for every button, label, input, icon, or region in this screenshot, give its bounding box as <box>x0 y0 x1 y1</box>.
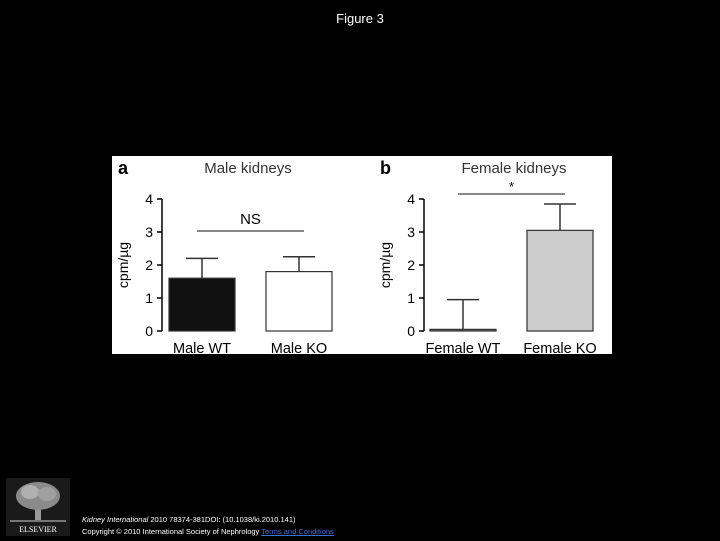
y-tick-label: 4 <box>407 191 415 207</box>
citation-line: Kidney International 2010 78374-381DOI: … <box>82 514 334 526</box>
panel-label-a: a <box>118 158 129 178</box>
bar <box>429 328 497 332</box>
figure-panel: a Male kidneys cpm/µg 0 1 2 3 4 Male WT Male KO NS… <box>112 156 612 354</box>
significance-label: * <box>509 179 514 194</box>
chart-title: Female kidneys <box>461 160 566 177</box>
y-tick-label: 0 <box>407 323 415 339</box>
panel-label-b: b <box>380 158 391 178</box>
y-tick-label: 2 <box>407 257 415 273</box>
citation-block: Kidney International 2010 78374-381DOI: … <box>82 514 334 538</box>
y-tick-label: 2 <box>145 257 153 273</box>
y-tick-label: 4 <box>145 191 153 207</box>
category-label: Female WT <box>426 341 501 354</box>
y-tick-label: 3 <box>145 224 153 240</box>
copyright-line: Copyright © 2010 International Society o… <box>82 526 334 538</box>
y-tick-label: 0 <box>145 323 153 339</box>
y-tick-label: 1 <box>145 290 153 306</box>
terms-link[interactable]: Terms and Conditions <box>261 527 334 536</box>
y-tick-label: 3 <box>407 224 415 240</box>
bar-charts: a Male kidneys cpm/µg 0 1 2 3 4 Male WT Male KO NS… <box>115 158 597 354</box>
logo-wordmark: ELSEVIER <box>19 525 57 534</box>
bar <box>265 270 333 332</box>
y-axis-label: cpm/µg <box>115 242 131 288</box>
y-tick-label: 1 <box>407 290 415 306</box>
category-label: Female KO <box>523 341 596 354</box>
journal-name: Kidney International <box>82 515 149 524</box>
slide-title: Figure 3 <box>336 11 384 26</box>
significance-label: NS <box>240 211 261 228</box>
category-label: Male WT <box>173 341 231 354</box>
chart-title: Male kidneys <box>204 160 292 177</box>
elsevier-logo: ELSEVIER <box>6 478 70 536</box>
bar <box>168 277 236 332</box>
bar <box>526 229 594 332</box>
y-axis-label: cpm/µg <box>377 242 393 288</box>
citation-text: 2010 78374-381DOI: (10.1038/ki.2010.141) <box>150 515 296 524</box>
category-label: Male KO <box>271 341 327 354</box>
copyright-text: Copyright © 2010 International Society o… <box>82 527 260 536</box>
